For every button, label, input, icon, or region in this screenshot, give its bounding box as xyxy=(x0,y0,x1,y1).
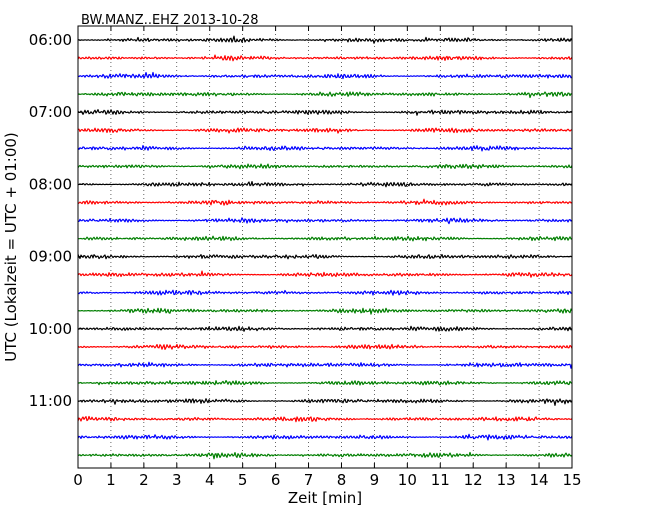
y-axis-label: UTC (Lokalzeit = UTC + 01:00) xyxy=(2,132,20,362)
y-tick-label: 10:00 xyxy=(29,320,72,338)
x-tick-label: 15 xyxy=(562,471,581,489)
trace-line xyxy=(77,270,573,278)
x-tick-label: 5 xyxy=(238,471,248,489)
trace-line xyxy=(77,91,573,99)
y-tick-label: 11:00 xyxy=(29,392,72,410)
trace-group xyxy=(77,35,573,460)
x-tick-label: 2 xyxy=(139,471,149,489)
y-tick-label: 06:00 xyxy=(29,31,72,49)
trace-line xyxy=(77,343,573,350)
x-tick-label: 4 xyxy=(205,471,215,489)
trace-line xyxy=(77,433,573,441)
trace-line xyxy=(77,127,573,134)
vertical-grid xyxy=(110,26,540,468)
x-axis-ticks: 0 1 2 3 4 5 6 7 8 9 10 11 12 13 14 15 xyxy=(73,26,582,489)
x-tick-label: 10 xyxy=(398,471,417,489)
trace-line xyxy=(77,71,573,80)
chart-title: BW.MANZ..EHZ 2013-10-28 xyxy=(81,13,259,28)
trace-line xyxy=(77,325,573,332)
trace-line xyxy=(77,361,573,369)
y-axis-ticks: 06:00 07:00 08:00 09:00 10:00 11:00 xyxy=(29,31,572,410)
x-tick-label: 14 xyxy=(530,471,549,489)
x-tick-label: 11 xyxy=(431,471,450,489)
trace-line xyxy=(77,163,573,170)
trace-line xyxy=(77,217,573,225)
x-tick-label: 9 xyxy=(370,471,380,489)
trace-line xyxy=(77,35,573,44)
trace-line xyxy=(77,235,573,242)
x-tick-label: 1 xyxy=(106,471,116,489)
y-tick-label: 08:00 xyxy=(29,175,72,193)
trace-line xyxy=(77,180,573,188)
x-tick-label: 7 xyxy=(304,471,314,489)
trace-line xyxy=(77,144,573,152)
trace-line xyxy=(77,54,573,62)
x-axis-label: Zeit [min] xyxy=(288,489,362,507)
x-tick-label: 3 xyxy=(172,471,182,489)
x-tick-label: 13 xyxy=(497,471,516,489)
trace-line xyxy=(77,109,573,116)
plot-frame xyxy=(77,25,573,469)
y-tick-label: 09:00 xyxy=(29,248,72,266)
trace-line xyxy=(77,379,573,386)
trace-line xyxy=(77,198,573,206)
x-tick-label: 6 xyxy=(271,471,281,489)
trace-line xyxy=(77,307,573,315)
x-tick-label: 8 xyxy=(337,471,347,489)
y-tick-label: 07:00 xyxy=(29,103,72,121)
trace-line xyxy=(77,415,573,423)
trace-line xyxy=(77,398,573,406)
trace-line xyxy=(77,451,573,460)
x-tick-label: 0 xyxy=(73,471,83,489)
trace-line xyxy=(77,289,573,296)
trace-line xyxy=(77,253,573,260)
x-tick-label: 12 xyxy=(464,471,483,489)
